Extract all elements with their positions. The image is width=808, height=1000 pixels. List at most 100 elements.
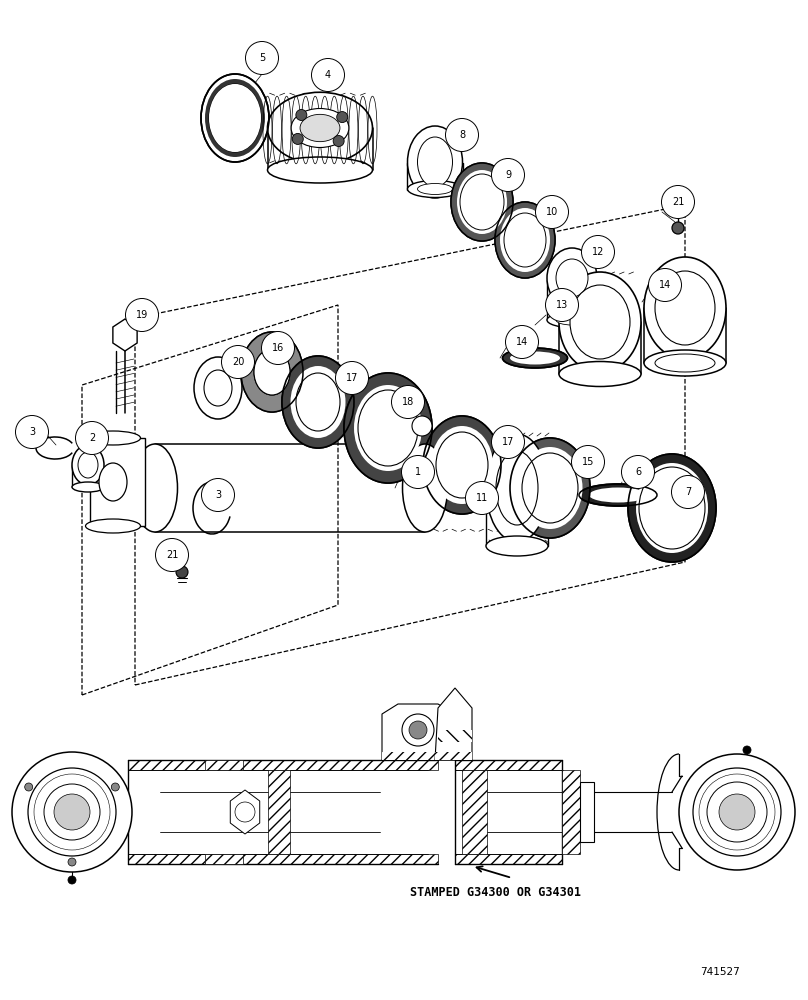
Ellipse shape: [354, 385, 422, 471]
Ellipse shape: [267, 92, 372, 164]
Ellipse shape: [547, 248, 597, 308]
Ellipse shape: [72, 445, 104, 485]
Ellipse shape: [291, 108, 349, 147]
Ellipse shape: [194, 357, 242, 419]
Ellipse shape: [559, 272, 641, 372]
Circle shape: [392, 385, 424, 418]
Bar: [382, 752, 455, 760]
Text: 9: 9: [505, 170, 511, 180]
Circle shape: [506, 326, 538, 359]
Ellipse shape: [579, 484, 657, 506]
Text: 10: 10: [546, 207, 558, 217]
Text: 4: 4: [325, 70, 331, 80]
Ellipse shape: [495, 202, 555, 278]
Ellipse shape: [300, 114, 340, 142]
Circle shape: [246, 41, 279, 75]
Circle shape: [409, 721, 427, 739]
Circle shape: [465, 482, 499, 515]
Text: 8: 8: [459, 130, 465, 140]
Circle shape: [28, 768, 116, 856]
Text: 19: 19: [136, 310, 148, 320]
Ellipse shape: [457, 170, 507, 234]
Circle shape: [296, 109, 307, 120]
Bar: [562, 770, 580, 854]
Ellipse shape: [500, 208, 550, 272]
Ellipse shape: [254, 349, 290, 395]
Text: 17: 17: [502, 437, 514, 447]
Circle shape: [571, 446, 604, 479]
Ellipse shape: [78, 452, 98, 478]
Ellipse shape: [291, 366, 346, 438]
Ellipse shape: [559, 361, 641, 386]
Ellipse shape: [451, 163, 513, 241]
Text: 6: 6: [635, 467, 641, 477]
Ellipse shape: [423, 416, 501, 514]
Ellipse shape: [589, 488, 647, 502]
Bar: [90, 438, 145, 526]
Text: 1: 1: [415, 467, 421, 477]
Ellipse shape: [86, 431, 141, 445]
Circle shape: [75, 422, 108, 454]
Ellipse shape: [517, 447, 583, 529]
Text: 741527: 741527: [700, 967, 740, 977]
Ellipse shape: [407, 180, 462, 198]
Circle shape: [68, 876, 76, 884]
Ellipse shape: [418, 137, 452, 187]
Circle shape: [12, 752, 132, 872]
Ellipse shape: [344, 373, 432, 483]
Ellipse shape: [636, 463, 708, 553]
Circle shape: [545, 288, 579, 322]
Ellipse shape: [570, 285, 630, 359]
Bar: [438, 730, 472, 742]
Text: STAMPED G34300 OR G34301: STAMPED G34300 OR G34301: [410, 886, 580, 898]
Circle shape: [402, 714, 434, 746]
Ellipse shape: [241, 332, 303, 412]
Circle shape: [491, 426, 524, 458]
Circle shape: [337, 112, 347, 123]
Text: 7: 7: [685, 487, 691, 497]
Bar: [462, 770, 487, 854]
Circle shape: [536, 196, 569, 229]
Text: 17: 17: [346, 373, 358, 383]
Text: 14: 14: [659, 280, 671, 290]
Circle shape: [15, 416, 48, 448]
Ellipse shape: [423, 416, 501, 514]
Circle shape: [412, 416, 432, 436]
Ellipse shape: [486, 434, 548, 542]
Ellipse shape: [358, 390, 418, 466]
Ellipse shape: [204, 370, 232, 406]
Circle shape: [44, 784, 100, 840]
Ellipse shape: [209, 84, 261, 152]
Ellipse shape: [628, 454, 716, 562]
Ellipse shape: [510, 438, 590, 538]
Ellipse shape: [205, 79, 265, 157]
Text: 11: 11: [476, 493, 488, 503]
Circle shape: [155, 538, 188, 572]
Ellipse shape: [431, 426, 493, 504]
Ellipse shape: [495, 202, 555, 278]
Text: 12: 12: [591, 247, 604, 257]
Ellipse shape: [496, 451, 538, 525]
Ellipse shape: [644, 350, 726, 376]
Text: 2: 2: [89, 433, 95, 443]
Circle shape: [445, 118, 478, 151]
Circle shape: [68, 858, 76, 866]
Ellipse shape: [72, 482, 104, 492]
Circle shape: [402, 456, 435, 488]
Circle shape: [671, 476, 705, 508]
Circle shape: [312, 58, 344, 92]
Text: 15: 15: [582, 457, 594, 467]
Ellipse shape: [344, 373, 432, 483]
Text: 21: 21: [166, 550, 179, 560]
Circle shape: [707, 782, 767, 842]
Text: 14: 14: [516, 337, 528, 347]
Ellipse shape: [282, 356, 354, 448]
Bar: [455, 760, 562, 770]
Text: 3: 3: [215, 490, 221, 500]
Ellipse shape: [639, 467, 705, 549]
Ellipse shape: [133, 444, 178, 532]
Ellipse shape: [504, 213, 546, 267]
Ellipse shape: [282, 356, 354, 448]
Ellipse shape: [86, 519, 141, 533]
Ellipse shape: [510, 352, 560, 364]
